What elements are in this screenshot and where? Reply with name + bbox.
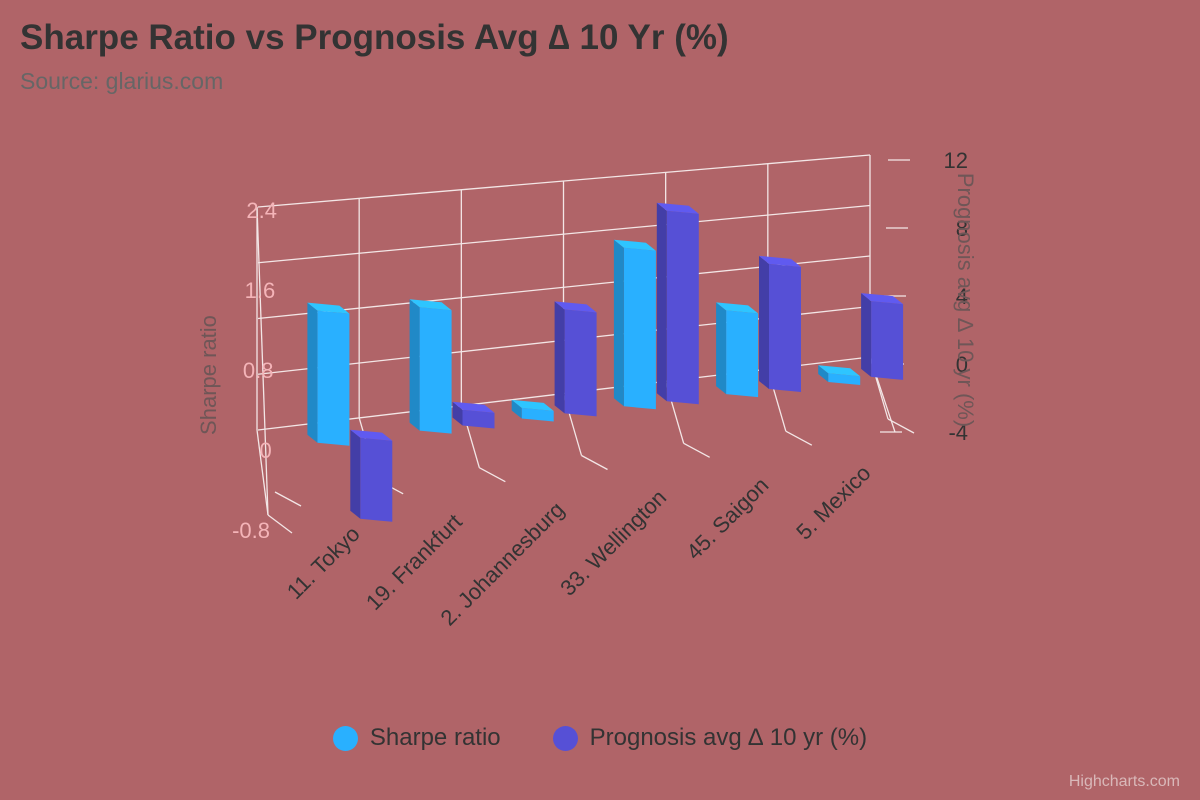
bar-prognosis-0-front: [360, 437, 393, 522]
legend-marker-sharpe-ratio: [332, 725, 358, 751]
grid-line: [256, 429, 269, 516]
legend: Sharpe ratio Prognosis avg ∆ 10 yr (%): [0, 724, 1200, 752]
chart-subtitle: Source: glarius.com: [20, 68, 224, 94]
bar-prognosis-2-side: [554, 301, 565, 414]
bar-sharpe-5-front: [828, 373, 861, 385]
legend-label-prognosis: Prognosis avg ∆ 10 yr (%): [589, 724, 868, 751]
bar-prognosis-0: [350, 429, 393, 522]
bar-prognosis-5-side: [861, 293, 872, 377]
right-axis-title: Prognosis avg ∆ 10 yr (%): [953, 173, 978, 427]
right-axis-tick-label: 12: [944, 148, 968, 173]
bar-sharpe-2-front: [521, 407, 554, 422]
category-label: 45. Saigon: [681, 472, 773, 564]
bar-prognosis-1-top: [452, 401, 495, 413]
bar-prognosis-2-front: [564, 309, 597, 417]
category-label: 11. Tokyo: [282, 521, 365, 604]
credits-link[interactable]: Highcharts.com: [1068, 773, 1180, 790]
bar-prognosis-2: [554, 301, 597, 417]
bar-sharpe-4: [716, 302, 759, 398]
right-axis-tick-label: -4: [948, 420, 968, 445]
right-axis-tick-label: 4: [956, 284, 968, 309]
bar-prognosis-3-top: [656, 202, 699, 214]
grid-tick: [785, 430, 813, 446]
bar-sharpe-5-top: [818, 365, 861, 377]
legend-item-sharpe-ratio[interactable]: Sharpe ratio: [332, 724, 501, 752]
bar-prognosis-3: [656, 202, 699, 405]
bars-layer: [307, 202, 904, 522]
category-label: 5. Mexico: [791, 460, 875, 544]
bar-sharpe-5: [818, 365, 861, 385]
bar-prognosis-4-top: [759, 255, 801, 267]
left-axis-tick-label: 0: [260, 438, 272, 463]
bar-prognosis-0-side: [350, 429, 361, 519]
grid-line: [256, 206, 269, 516]
bar-sharpe-0-top: [307, 302, 350, 314]
bar-prognosis-4-front: [769, 263, 801, 392]
bar-sharpe-3-front: [623, 247, 656, 410]
bar-prognosis-5-top: [861, 293, 904, 305]
left-axis-title: Sharpe ratio: [196, 315, 221, 435]
bar-prognosis-5: [861, 293, 904, 380]
bar-prognosis-3-front: [666, 210, 699, 405]
bar-sharpe-1-side: [409, 299, 420, 431]
bar-sharpe-2-side: [511, 399, 522, 419]
bar-prognosis-5-front: [871, 301, 904, 380]
bar-prognosis-3-side: [656, 202, 667, 402]
grid-tick: [274, 491, 302, 507]
bar-prognosis-1-front: [462, 409, 495, 429]
bar-sharpe-4-top: [716, 302, 759, 314]
grid-tick: [581, 454, 608, 471]
right-axis-tick-label: 8: [956, 216, 968, 241]
legend-label-sharpe-ratio: Sharpe ratio: [369, 724, 501, 751]
left-axis-tick-label: 1.6: [245, 278, 276, 303]
left-axis-tick-label: -0.8: [232, 518, 270, 543]
left-axis-tick-label: 0.8: [243, 358, 274, 383]
right-axis-tick-label: 0: [956, 352, 968, 377]
bar-sharpe-1-top: [409, 299, 452, 311]
legend-marker-prognosis: [552, 725, 578, 751]
bar-sharpe-2: [511, 399, 554, 422]
grid-line: [267, 514, 293, 534]
bar-sharpe-4-front: [726, 310, 759, 398]
bar-prognosis-4-side: [759, 255, 769, 389]
grid-tick: [683, 442, 710, 458]
bar-sharpe-3-top: [613, 239, 656, 251]
bar-prognosis-1-side: [452, 401, 463, 426]
left-axis-tick-label: 2.4: [246, 198, 277, 223]
bar-sharpe-0: [307, 302, 350, 446]
bar-sharpe-1: [409, 299, 452, 434]
category-label: 33. Wellington: [555, 485, 671, 601]
bar-sharpe-1-front: [419, 307, 452, 434]
bar-prognosis-4: [759, 255, 801, 392]
bar-sharpe-3: [613, 239, 656, 410]
bar-prognosis-1: [452, 401, 495, 429]
bar-prognosis-2-top: [554, 301, 597, 313]
bar-sharpe-2-top: [511, 399, 554, 411]
bar-sharpe-0-front: [317, 310, 350, 446]
bar-sharpe-5-side: [818, 365, 829, 382]
bar-sharpe-3-side: [613, 239, 624, 407]
grid-tick: [887, 418, 915, 434]
bar-sharpe-0-side: [307, 302, 318, 443]
bar-prognosis-0-top: [350, 429, 393, 441]
chart-title: Sharpe Ratio vs Prognosis Avg ∆ 10 Yr (%…: [20, 18, 729, 57]
bar-sharpe-4-side: [716, 302, 727, 395]
grid-tick: [479, 467, 506, 483]
legend-item-prognosis[interactable]: Prognosis avg ∆ 10 yr (%): [552, 724, 868, 752]
